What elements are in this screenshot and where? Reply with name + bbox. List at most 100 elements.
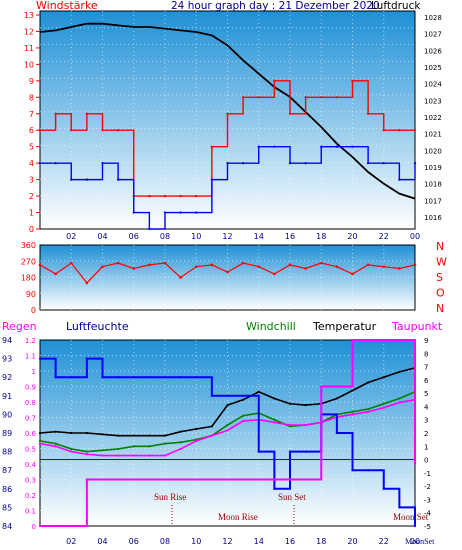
temp-tick-label: 7	[424, 364, 428, 372]
windchill-point	[226, 423, 229, 427]
wind-point	[226, 161, 229, 165]
wind-point	[288, 161, 292, 165]
temperatur-point	[351, 389, 354, 392]
wind-point	[132, 211, 135, 214]
regen-point	[148, 478, 151, 481]
chart-title: 24 hour graph day : 21 Dezember 2020	[171, 0, 380, 12]
moonset-axis-label: MoonSet	[405, 537, 435, 546]
gust-point	[398, 129, 401, 132]
wind-point	[320, 145, 323, 148]
regen-point	[367, 338, 370, 342]
regen-point	[226, 478, 229, 481]
pressure-tick-label: 1017	[424, 197, 442, 205]
x-tick-label: 10	[191, 537, 201, 546]
temperatur-point	[367, 381, 370, 384]
wind-direction-point	[163, 261, 167, 265]
wind-tick-label: 1	[29, 209, 34, 218]
humidity-tick-label: 90	[2, 410, 12, 419]
temperatur-point	[273, 397, 276, 400]
luftfeuchte-point	[273, 487, 276, 490]
taupunkt-point	[351, 413, 354, 416]
panel1-series	[38, 22, 417, 231]
wind-point	[413, 161, 417, 165]
luftfeuchte-point	[382, 487, 385, 490]
wind-point	[398, 178, 401, 181]
temp-tick-label: 5	[424, 390, 428, 398]
luftfeuchte-point	[226, 394, 229, 397]
pressure-tick-label: 1023	[424, 97, 442, 105]
wind-direction-point	[382, 265, 386, 268]
temp-tick-label: -5	[424, 523, 431, 531]
compass-letter: O	[436, 287, 445, 300]
sunset-label: Sun Set	[278, 492, 306, 502]
regen-point	[117, 478, 120, 481]
luftfeuchte-point	[413, 524, 417, 528]
direction-tick-label: 360	[21, 241, 36, 250]
x-tick-label: 06	[129, 232, 139, 241]
gust-point	[54, 112, 57, 115]
regen-point	[179, 478, 182, 481]
temp-tick-label: -1	[424, 470, 431, 478]
rain-tick-label: 0.9	[25, 384, 36, 392]
x-tick-label: 16	[285, 232, 295, 241]
wind-line	[40, 145, 416, 230]
compass-letter: N	[436, 302, 444, 315]
windchill-point	[367, 407, 370, 411]
gust-point	[304, 96, 307, 99]
regen-point	[413, 462, 417, 466]
temperatur-point	[101, 433, 104, 436]
luftfeuchte-point	[242, 394, 245, 397]
taupunkt-point	[101, 454, 104, 457]
wind-point	[241, 161, 245, 165]
gust-point	[413, 129, 417, 132]
luftfeuchte-point	[398, 506, 401, 509]
taupunkt-point	[242, 419, 245, 423]
rain-tick-label: 0.5	[25, 446, 36, 454]
wind-point	[210, 178, 214, 181]
temperatur-point	[210, 425, 213, 428]
luftfeuchte-point	[54, 376, 57, 379]
temperatur-point	[38, 431, 42, 435]
regen-point	[320, 385, 323, 388]
regen-point	[257, 478, 260, 481]
luftfeuchte-point	[179, 376, 182, 379]
wind-direction-point	[288, 263, 292, 267]
gust-point	[288, 112, 292, 115]
rain-tick-label: 0.2	[25, 492, 36, 500]
x-tick-label: 20	[347, 537, 357, 546]
pressure-tick-label: 1026	[424, 47, 442, 55]
wind-direction-point	[273, 272, 276, 276]
x-tick-label: 12	[222, 232, 232, 241]
taupunkt-point	[304, 423, 307, 427]
regen-point	[85, 478, 88, 481]
rain-tick-label: 1.2	[25, 337, 36, 345]
wind-direction-point	[132, 267, 136, 270]
wind-direction-point	[351, 272, 354, 276]
regen-point	[38, 524, 42, 528]
wind-point	[54, 161, 57, 165]
gust-point	[148, 194, 151, 198]
wind-point	[101, 161, 104, 165]
wind-tick-label: 13	[24, 11, 34, 20]
x-tick-label: 22	[379, 537, 389, 546]
x-tick-label: 12	[222, 537, 232, 546]
regen-point	[210, 478, 213, 481]
rain-tick-label: 1	[32, 368, 36, 376]
wind-tick-label: 12	[24, 27, 34, 36]
wind-direction-point	[69, 261, 73, 265]
regen-point	[304, 478, 307, 481]
compass-letter: W	[436, 256, 447, 269]
windchill-point	[132, 445, 135, 448]
wind-point	[70, 178, 73, 181]
pressure-tick-label: 1025	[424, 64, 442, 72]
wind-tick-label: 3	[29, 176, 34, 185]
x-tick-label: 10	[191, 232, 201, 241]
rain-tick-label: 0.4	[25, 461, 37, 469]
wind-tick-label: 11	[24, 44, 34, 53]
direction-tick-label: 180	[21, 274, 36, 283]
gust-point	[226, 112, 229, 115]
x-tick-label: 20	[347, 232, 357, 241]
panel3-axes: 848586878889909192939400.10.20.30.40.50.…	[2, 336, 432, 546]
